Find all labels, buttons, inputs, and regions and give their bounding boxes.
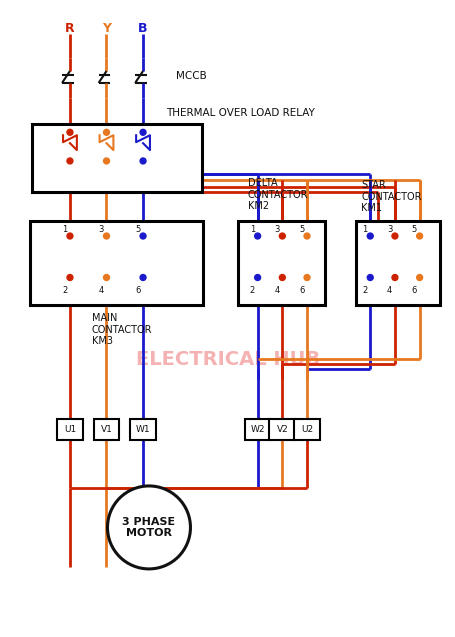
Text: 1: 1 xyxy=(362,225,367,234)
Bar xyxy=(244,419,270,441)
Text: 1: 1 xyxy=(249,225,254,234)
Bar xyxy=(269,419,294,441)
Text: 6: 6 xyxy=(298,286,304,295)
Text: DELTA
CONTACTOR
KM2: DELTA CONTACTOR KM2 xyxy=(247,178,308,211)
Text: U2: U2 xyxy=(300,425,313,434)
Text: Y: Y xyxy=(102,22,111,35)
Text: 6: 6 xyxy=(135,286,140,295)
Circle shape xyxy=(67,233,73,239)
Text: 2: 2 xyxy=(362,286,367,295)
Text: W2: W2 xyxy=(250,425,264,434)
Circle shape xyxy=(140,158,146,164)
Text: THERMAL OVER LOAD RELAY: THERMAL OVER LOAD RELAY xyxy=(166,108,314,118)
Text: 2: 2 xyxy=(62,286,67,295)
Bar xyxy=(32,124,202,192)
Bar xyxy=(238,221,324,305)
Circle shape xyxy=(279,233,285,239)
Circle shape xyxy=(140,275,146,280)
Text: MAIN
CONTACTOR
KM3: MAIN CONTACTOR KM3 xyxy=(91,313,152,347)
Bar xyxy=(57,419,83,441)
Text: W1: W1 xyxy=(136,425,150,434)
Text: V2: V2 xyxy=(276,425,288,434)
Text: 5: 5 xyxy=(298,225,303,234)
Text: 5: 5 xyxy=(411,225,416,234)
Circle shape xyxy=(103,129,109,135)
Circle shape xyxy=(103,275,109,280)
Text: MCCB: MCCB xyxy=(175,71,206,81)
Circle shape xyxy=(416,275,422,280)
Bar xyxy=(93,419,119,441)
Bar xyxy=(356,221,440,305)
Bar xyxy=(130,419,156,441)
Circle shape xyxy=(140,129,146,135)
Text: STAR
CONTACTOR
KM1: STAR CONTACTOR KM1 xyxy=(360,180,421,213)
Text: 2: 2 xyxy=(249,286,254,295)
Text: 6: 6 xyxy=(411,286,416,295)
Bar xyxy=(293,419,319,441)
Text: 3: 3 xyxy=(386,225,392,234)
Circle shape xyxy=(67,158,73,164)
Circle shape xyxy=(366,275,372,280)
Circle shape xyxy=(107,486,190,569)
Circle shape xyxy=(391,275,397,280)
Text: R: R xyxy=(65,22,75,35)
Text: B: B xyxy=(138,22,147,35)
Circle shape xyxy=(303,275,309,280)
Text: U1: U1 xyxy=(64,425,76,434)
Text: 4: 4 xyxy=(386,286,391,295)
Circle shape xyxy=(140,233,146,239)
Text: 3 PHASE
MOTOR: 3 PHASE MOTOR xyxy=(122,517,175,538)
Text: 3: 3 xyxy=(98,225,104,234)
Text: 4: 4 xyxy=(274,286,279,295)
Circle shape xyxy=(366,233,372,239)
Circle shape xyxy=(279,275,285,280)
Circle shape xyxy=(254,275,260,280)
Text: V1: V1 xyxy=(101,425,112,434)
Circle shape xyxy=(391,233,397,239)
Text: 4: 4 xyxy=(98,286,104,295)
Circle shape xyxy=(67,275,73,280)
Circle shape xyxy=(254,233,260,239)
Text: ELECTRICAL HUB: ELECTRICAL HUB xyxy=(136,350,319,369)
Text: 1: 1 xyxy=(62,225,67,234)
Bar xyxy=(30,221,203,305)
Circle shape xyxy=(416,233,422,239)
Circle shape xyxy=(303,233,309,239)
Text: 5: 5 xyxy=(135,225,140,234)
Circle shape xyxy=(67,129,73,135)
Circle shape xyxy=(103,158,109,164)
Circle shape xyxy=(103,233,109,239)
Text: 3: 3 xyxy=(274,225,279,234)
